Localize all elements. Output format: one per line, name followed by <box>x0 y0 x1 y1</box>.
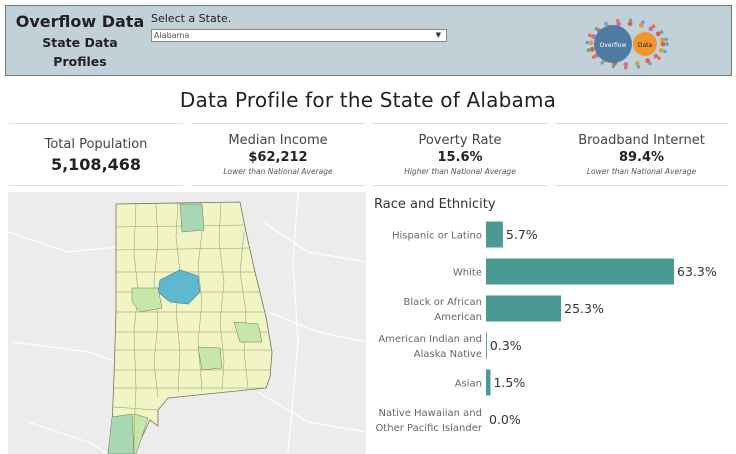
race-ethnicity-chart: Hispanic or Latino 5.7% White 63.3% Black or… <box>370 215 732 454</box>
race-value-label: 1.5% <box>493 375 525 390</box>
race-value-label: 5.7% <box>506 227 538 242</box>
state-dropdown[interactable]: Alabama ▼ <box>151 29 447 42</box>
logo-dot <box>586 48 591 52</box>
race-category-label: Asian <box>455 379 482 390</box>
chevron-down-icon[interactable]: ▼ <box>435 31 441 39</box>
race-bar[interactable] <box>486 295 562 322</box>
kpi-row: Total Population 5,108,468 Median Income… <box>5 123 732 186</box>
race-category-label: American Indian and Alaska Native <box>378 334 482 360</box>
kpi-note: Lower than National Average <box>223 167 333 176</box>
brand-line-2: State Data <box>42 35 118 50</box>
county-highlight-baldwin[interactable] <box>133 413 149 454</box>
logo-dot <box>665 42 669 46</box>
logo-dot <box>616 21 622 27</box>
county-map[interactable] <box>8 192 366 454</box>
logo-dot <box>648 26 654 32</box>
logo-dot <box>636 65 641 69</box>
logo-dot <box>588 33 592 37</box>
race-bar[interactable] <box>486 369 491 396</box>
logo-dot <box>664 37 668 41</box>
race-category-label: Hispanic or Latino <box>392 231 482 242</box>
logo-dot <box>651 24 656 28</box>
logo-dot <box>611 64 616 69</box>
logo-dot <box>616 19 620 23</box>
logo-dot <box>591 55 596 59</box>
logo-dot <box>628 18 633 23</box>
logo-dot <box>591 34 596 39</box>
race-value-label: 0.3% <box>490 338 522 353</box>
brand-line-3: Profiles <box>53 54 107 69</box>
logo-dot <box>655 31 661 37</box>
logo-dot <box>627 21 633 27</box>
logo-text-right: Data <box>638 42 653 49</box>
kpi-value: 89.4% <box>618 150 665 165</box>
kpi-value: 5,108,468 <box>50 155 142 174</box>
logo-circle-right <box>633 32 657 56</box>
logo-dot <box>604 21 608 26</box>
logo-dot <box>658 48 664 53</box>
state-selector-label: Select a State. <box>151 12 232 25</box>
kpi-poverty-rate: Poverty Rate 15.6% Higher than National … <box>369 123 551 186</box>
logo-dot <box>657 56 661 60</box>
brand-line-1: Overflow Data <box>15 12 145 31</box>
logo-dot <box>659 37 665 43</box>
kpi-broadband-internet: Broadband Internet 89.4% Lower than Nati… <box>551 123 732 186</box>
logo-dot <box>663 49 667 54</box>
kpi-name: Total Population <box>44 137 148 152</box>
header-banner: Overflow Data State Data Profiles Select… <box>5 5 732 76</box>
race-value-label: 0.0% <box>489 412 521 427</box>
logo-dot <box>645 58 650 64</box>
county-highlight-jefferson[interactable] <box>157 269 201 305</box>
county-highlight-mobile[interactable] <box>107 413 135 454</box>
kpi-name: Broadband Internet <box>578 133 705 148</box>
logo-dot <box>594 26 599 31</box>
county-highlight-east[interactable] <box>233 321 263 343</box>
logo-dot <box>623 62 629 67</box>
logo-dot <box>653 53 659 59</box>
kpi-note: Lower than National Average <box>586 167 697 176</box>
logo-dot <box>638 22 644 28</box>
race-value-label: 25.3% <box>564 301 604 316</box>
logo-dot <box>624 66 628 70</box>
logo-text-left: Overflow <box>600 42 627 49</box>
race-value-label: 63.3% <box>677 264 717 279</box>
logo-dot <box>659 30 664 34</box>
logo-dot <box>641 20 645 24</box>
kpi-note: Higher than National Average <box>404 167 516 176</box>
kpi-median-income: Median Income $62,212 Lower than Nationa… <box>187 123 369 186</box>
logo-dot <box>660 41 666 47</box>
race-bar[interactable] <box>486 258 674 285</box>
county-highlight-montgomery[interactable] <box>197 346 223 371</box>
kpi-total-population: Total Population 5,108,468 <box>5 123 187 186</box>
page-title: Data Profile for the State of Alabama <box>179 88 557 112</box>
kpi-value: 15.6% <box>437 150 483 165</box>
kpi-name: Poverty Rate <box>418 133 502 148</box>
logo-circle-left <box>594 25 632 63</box>
logo-dot <box>589 46 595 52</box>
logo-dot <box>634 61 640 66</box>
state-dropdown-value: Alabama <box>154 31 190 40</box>
logo-dot <box>585 40 589 45</box>
overflow-data-logo: Overflow Data <box>580 14 676 74</box>
county-highlight-tuscaloosa[interactable] <box>131 287 163 313</box>
race-category-label: Black or African American <box>403 297 482 323</box>
race-category-label: White <box>453 268 482 279</box>
race-chart-title: Race and Ethnicity <box>374 197 496 212</box>
kpi-name: Median Income <box>228 133 328 148</box>
logo-dot <box>600 60 604 65</box>
county-map-svg <box>8 192 366 454</box>
county-highlight-north[interactable] <box>179 203 205 233</box>
kpi-value: $62,212 <box>248 150 308 165</box>
race-bar[interactable] <box>486 221 503 248</box>
race-category-label: Native Hawaiian and Other Pacific Islande… <box>375 408 482 434</box>
race-bar[interactable] <box>486 332 487 359</box>
state-selector: Select a State. Alabama ▼ <box>151 12 447 42</box>
logo-dot <box>588 40 594 46</box>
brand-title: Overflow Data State Data Profiles <box>12 12 148 70</box>
logo-dot <box>648 61 652 66</box>
